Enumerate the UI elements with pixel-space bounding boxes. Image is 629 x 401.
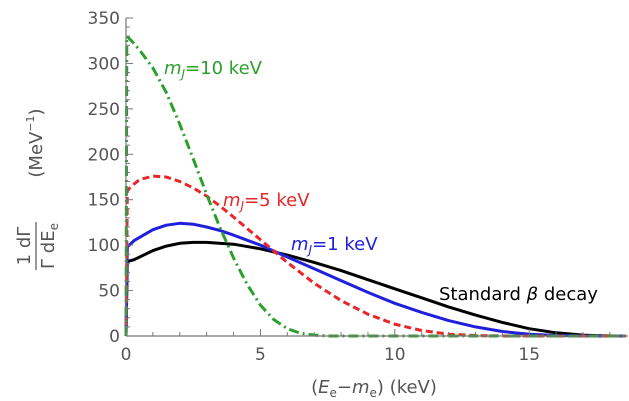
y-tick-label: 200 <box>88 145 120 165</box>
y-tick-label: 0 <box>109 327 120 347</box>
annotation-mj-1kev: mJ=1 keV <box>291 234 378 257</box>
annotation-mj-10kev: mJ=10 keV <box>164 58 263 81</box>
y-tick-label: 350 <box>88 9 120 29</box>
y-axis-label-numerator: 1 dΓ <box>14 227 35 266</box>
x-tick-label: 0 <box>121 345 132 365</box>
y-tick-label: 250 <box>88 100 120 120</box>
y-tick-label: 300 <box>88 54 120 74</box>
y-axis-label: 1 dΓ Γ dEe (MeV−1) <box>14 108 61 270</box>
y-tick-label: 50 <box>98 282 120 302</box>
y-axis-label-denominator: Γ dEe <box>38 223 61 269</box>
x-tick-label: 5 <box>255 345 266 365</box>
x-axis-label: (Ee−me) (keV) <box>311 377 437 400</box>
axes <box>125 17 628 337</box>
y-tick-label: 100 <box>88 236 120 256</box>
annotation-standard-beta-decay: Standard β decay <box>439 284 598 305</box>
tick-labels: 0 50 100 150 200 250 300 350 0 5 10 15 <box>88 9 540 365</box>
annotation-mj-5kev: mJ=5 keV <box>223 190 310 213</box>
series-line-2 <box>124 174 626 338</box>
y-tick-label: 150 <box>88 191 120 211</box>
x-tick-label: 10 <box>384 345 406 365</box>
x-tick-label: 15 <box>518 345 540 365</box>
y-axis-label-unit: (MeV−1) <box>24 108 47 177</box>
